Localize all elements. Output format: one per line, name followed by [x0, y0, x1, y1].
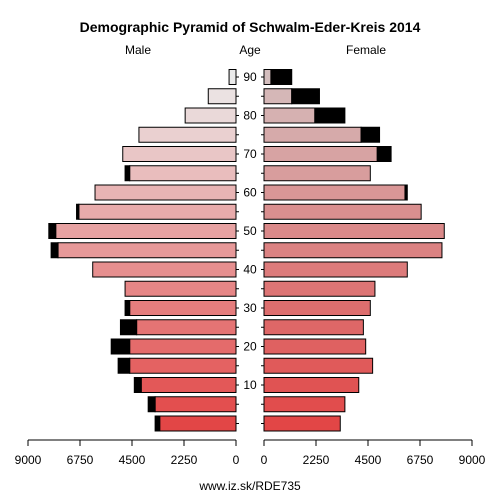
male-bar [129, 300, 237, 316]
female-excess-bar [376, 146, 392, 162]
male-bar [57, 242, 237, 259]
male-bar [129, 357, 237, 374]
female-excess-bar [270, 69, 293, 85]
male-bar [122, 146, 237, 162]
age-tick-label: 10 [243, 378, 257, 392]
male-bar [129, 338, 237, 355]
age-label: Age [239, 43, 261, 57]
x-tick-label: 4500 [119, 453, 146, 467]
x-tick-label: 6750 [67, 453, 94, 467]
male-bar [138, 126, 237, 143]
male-bar [92, 261, 237, 278]
x-axis-female: 0 2250 4500 6750 9000 [261, 439, 486, 467]
female-excess-bar [360, 126, 381, 143]
female-bar [263, 280, 376, 297]
male-excess-bar [119, 319, 138, 336]
age-tick-label: 20 [243, 340, 257, 354]
male-bar [78, 203, 237, 220]
x-tick-label: 0 [261, 453, 268, 467]
age-tick-label: 60 [243, 186, 257, 200]
female-bar [263, 396, 346, 413]
x-tick-label: 9000 [15, 453, 42, 467]
female-bar [263, 300, 371, 316]
male-excess-bar [48, 223, 57, 239]
male-bar [159, 415, 237, 432]
x-tick-label: 6750 [407, 453, 434, 467]
male-bar [136, 319, 237, 336]
female-bar [263, 184, 406, 201]
male-bar [184, 107, 237, 124]
female-bar [263, 319, 364, 336]
female-bar [263, 242, 443, 259]
female-bar [263, 415, 341, 432]
male-bar [154, 396, 237, 413]
age-tick-label: 50 [243, 224, 257, 238]
male-bar [94, 184, 237, 201]
x-axis-male: 9000 6750 4500 2250 0 [15, 439, 240, 467]
male-excess-bar [133, 377, 142, 393]
female-bar [263, 377, 360, 393]
female-excess-bar [404, 184, 408, 201]
female-bar [263, 126, 362, 143]
x-tick-label: 9000 [459, 453, 486, 467]
male-excess-bar [117, 357, 131, 374]
male-bar [140, 377, 237, 393]
female-excess-bar [291, 88, 320, 105]
male-bar [207, 88, 237, 105]
male-excess-bar [147, 396, 156, 413]
female-bar [263, 107, 316, 124]
female-bar [263, 146, 378, 162]
female-bar [263, 223, 445, 239]
age-tick-label: 30 [243, 301, 257, 315]
male-bar [55, 223, 237, 239]
female-bar [263, 338, 367, 355]
male-bar [228, 69, 237, 85]
male-excess-bar [76, 203, 80, 220]
female-bar [263, 357, 374, 374]
female-bar [263, 261, 408, 278]
male-bar [124, 280, 237, 297]
female-excess-bar [314, 107, 346, 124]
male-excess-bar [50, 242, 59, 259]
age-tick-label: 70 [243, 147, 257, 161]
female-bars [263, 69, 445, 432]
female-bar [263, 165, 371, 182]
male-excess-bar [154, 415, 161, 432]
female-label: Female [346, 43, 386, 57]
chart-title: Demographic Pyramid of Schwalm-Eder-Krei… [80, 19, 421, 35]
male-bar [129, 165, 237, 182]
female-bar [263, 88, 293, 105]
age-tick-label: 90 [243, 70, 257, 84]
x-tick-label: 2250 [171, 453, 198, 467]
male-label: Male [125, 43, 151, 57]
source-footer: www.iz.sk/RDE735 [198, 479, 301, 493]
female-bar [263, 203, 422, 220]
male-bars [48, 69, 237, 432]
age-tick-label: 40 [243, 263, 257, 277]
female-bar [263, 69, 272, 85]
x-tick-label: 4500 [355, 453, 382, 467]
x-tick-label: 0 [233, 453, 240, 467]
age-tick-label: 80 [243, 109, 257, 123]
age-axis: 10 20 30 40 50 60 70 80 90 [236, 70, 264, 424]
x-tick-label: 2250 [303, 453, 330, 467]
male-excess-bar [124, 300, 131, 316]
male-excess-bar [110, 338, 131, 355]
male-excess-bar [124, 165, 131, 182]
